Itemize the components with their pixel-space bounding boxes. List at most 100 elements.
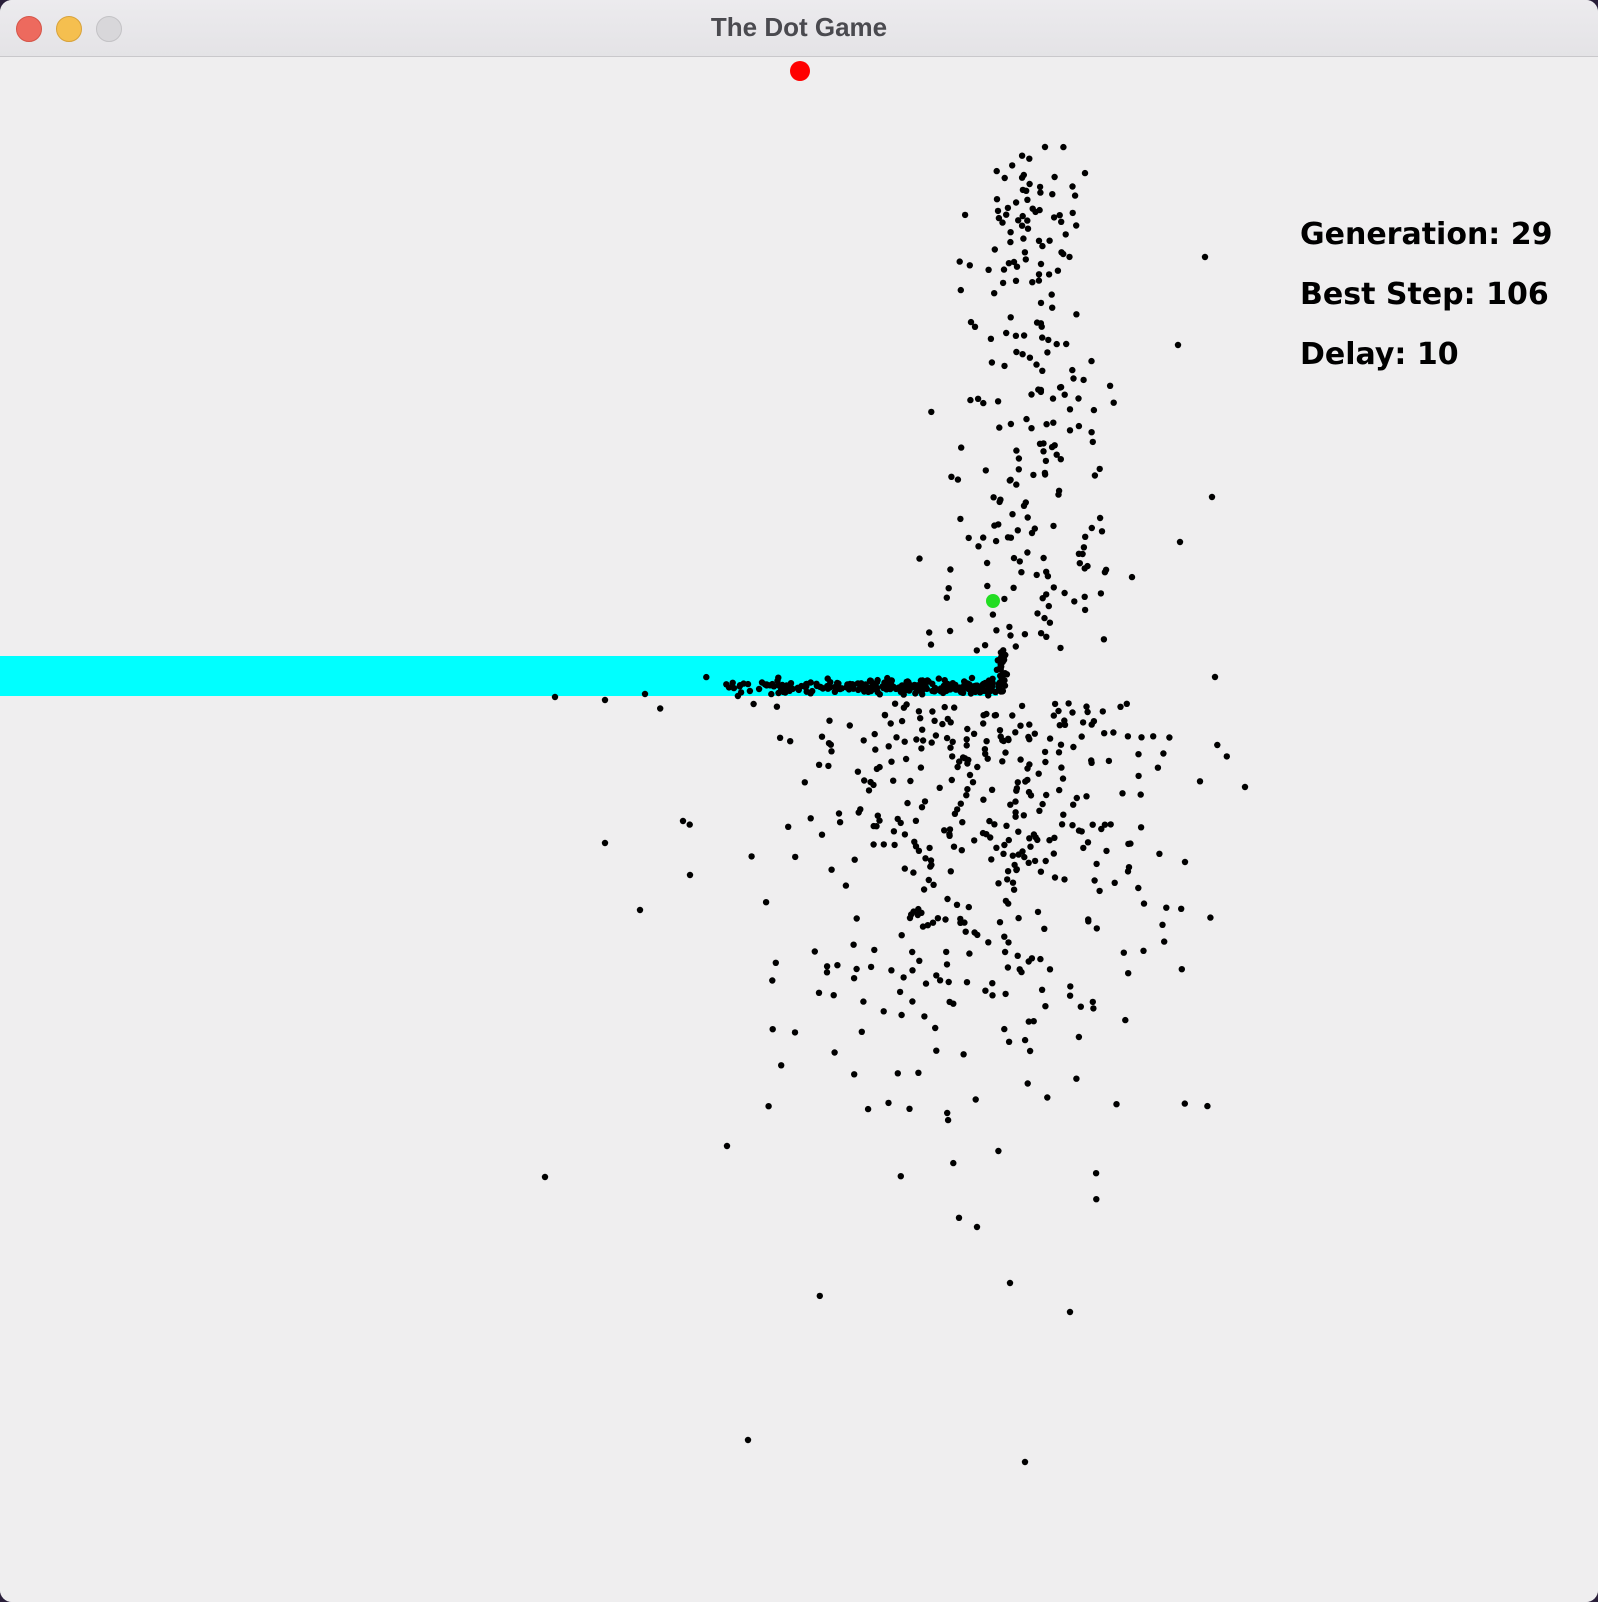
dot — [1010, 886, 1018, 893]
dot — [919, 923, 927, 930]
dot — [870, 841, 877, 848]
dot — [1043, 791, 1050, 799]
dot — [994, 398, 1002, 405]
dot — [1113, 1101, 1120, 1108]
dot — [953, 901, 961, 908]
dot — [959, 819, 966, 826]
dot — [846, 722, 853, 729]
dot — [1125, 840, 1132, 848]
dot — [898, 717, 906, 725]
dot — [842, 882, 850, 889]
dot — [1002, 749, 1009, 756]
dot — [1000, 266, 1008, 273]
dot — [750, 700, 757, 708]
dot — [1046, 619, 1054, 626]
dot — [919, 726, 926, 733]
dot — [880, 841, 887, 848]
dot — [1015, 914, 1022, 922]
dot — [985, 680, 993, 687]
dot — [897, 1173, 904, 1180]
dot — [828, 866, 835, 873]
minimize-window-button[interactable] — [56, 16, 82, 42]
dot — [1026, 761, 1033, 768]
dot — [769, 1026, 776, 1033]
dot — [954, 763, 961, 771]
dot — [1105, 757, 1113, 765]
dot — [1020, 502, 1028, 509]
dot — [1016, 966, 1023, 973]
dot — [986, 817, 993, 825]
dot — [1111, 879, 1118, 886]
dot — [1027, 843, 1034, 850]
dot — [1122, 1016, 1129, 1024]
dot — [1010, 584, 1017, 591]
dot — [924, 677, 931, 684]
dot — [1028, 955, 1036, 962]
dot — [1063, 340, 1070, 348]
dot — [850, 975, 858, 982]
dot — [1007, 632, 1014, 639]
dot — [1004, 204, 1012, 212]
dot — [904, 799, 911, 807]
dot — [1021, 853, 1028, 861]
dot — [999, 219, 1006, 226]
dot — [1097, 590, 1105, 597]
dot — [963, 979, 971, 986]
dot — [854, 768, 862, 775]
dot — [1092, 1170, 1100, 1177]
title-bar[interactable]: The Dot Game — [0, 0, 1598, 57]
dot — [1043, 421, 1050, 428]
dot — [894, 815, 901, 823]
dot — [1021, 1036, 1029, 1044]
dot — [1100, 636, 1108, 643]
dot — [957, 286, 964, 294]
dot — [983, 559, 991, 567]
zoom-window-button[interactable] — [96, 16, 122, 42]
dot — [1007, 314, 1014, 321]
dot — [997, 496, 1004, 503]
dot — [1058, 249, 1065, 256]
dot — [1028, 425, 1035, 432]
dot — [815, 989, 823, 996]
dot — [1005, 939, 1012, 946]
dot — [1005, 1038, 1013, 1045]
dot — [1024, 549, 1031, 556]
dot — [825, 740, 833, 747]
dot — [1053, 340, 1060, 348]
dot — [1073, 794, 1081, 802]
dot — [1070, 801, 1077, 808]
dot — [1014, 779, 1021, 786]
dot — [1026, 736, 1033, 743]
dot — [1070, 743, 1077, 751]
close-window-button[interactable] — [16, 16, 42, 42]
dot — [1081, 606, 1089, 614]
dot — [1034, 908, 1042, 916]
dot — [1010, 258, 1018, 266]
dot — [999, 737, 1006, 744]
dot — [1004, 876, 1011, 883]
dot — [885, 1099, 892, 1107]
dot — [730, 684, 738, 692]
dot — [1038, 986, 1046, 993]
dot — [909, 998, 916, 1005]
dot — [1015, 455, 1023, 462]
dot — [679, 817, 687, 825]
dot — [1050, 850, 1058, 857]
dot — [888, 758, 895, 765]
dot — [1013, 348, 1020, 356]
dot — [1006, 1279, 1014, 1287]
dot — [1024, 217, 1031, 224]
dot — [954, 806, 961, 813]
dot — [1034, 610, 1041, 617]
dot — [947, 719, 954, 726]
dot — [988, 786, 996, 793]
dot — [1154, 764, 1162, 771]
dot — [703, 673, 710, 681]
dot — [791, 1029, 799, 1036]
dot — [657, 705, 664, 712]
dot — [850, 941, 857, 948]
dot — [1037, 189, 1044, 196]
dot — [1057, 456, 1065, 463]
dot — [1012, 729, 1019, 736]
dot — [836, 819, 844, 826]
